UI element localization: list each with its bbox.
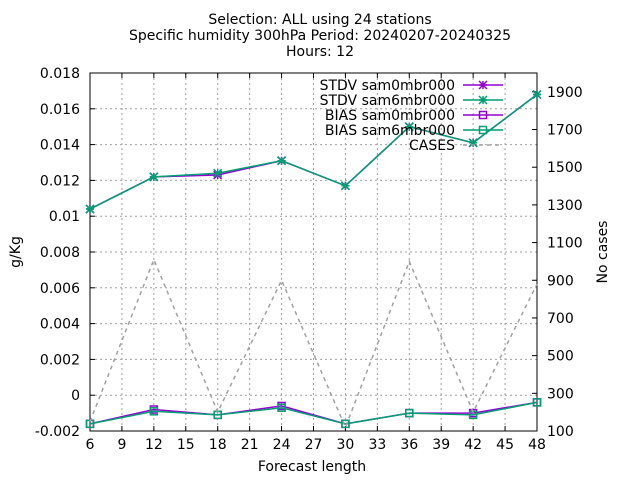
legend-label: CASES bbox=[409, 138, 455, 154]
x-axis-label: Forecast length bbox=[258, 459, 366, 475]
y2-tick-label: 1500 bbox=[547, 160, 583, 176]
plot-frame bbox=[89, 72, 538, 432]
series-1-point bbox=[532, 89, 542, 100]
series-1-point bbox=[340, 181, 350, 191]
series-3-point bbox=[532, 398, 542, 407]
y-tick-label: 0.01 bbox=[49, 209, 80, 225]
y-tick-label: 0 bbox=[71, 388, 80, 404]
chart-title-line-2: Specific humidity 300hPa Period: 2024020… bbox=[128, 28, 512, 44]
x-tick-label: 6 bbox=[86, 437, 95, 453]
x-tick-label: 39 bbox=[432, 437, 450, 453]
y-tick-label: 0.016 bbox=[40, 102, 80, 118]
x-tick-label: 15 bbox=[177, 437, 195, 453]
x-tick-label: 45 bbox=[496, 437, 514, 453]
x-tick-label: 12 bbox=[145, 437, 163, 453]
y2-tick-label: 700 bbox=[547, 311, 574, 327]
x-tick-label: 27 bbox=[305, 437, 323, 453]
y-tick-label: 0.012 bbox=[40, 173, 80, 189]
y2-axis-label: No cases bbox=[595, 221, 611, 284]
x-tick-label: 36 bbox=[400, 437, 418, 453]
y2-tick-label: 300 bbox=[547, 386, 574, 402]
x-tick-label: 30 bbox=[337, 437, 355, 453]
series-1-point bbox=[213, 168, 223, 178]
series-1-point bbox=[404, 122, 414, 132]
series-3-point bbox=[405, 408, 414, 418]
y-tick-label: 0.004 bbox=[40, 317, 80, 333]
y2-tick-label: 900 bbox=[547, 273, 574, 289]
legend-marker bbox=[478, 95, 488, 105]
series-line-2 bbox=[89, 401, 538, 425]
x-tick-label: 48 bbox=[528, 437, 546, 453]
y-tick-label: 0.018 bbox=[40, 66, 80, 82]
x-tick-label: 9 bbox=[117, 437, 126, 453]
y2-tick-label: 1100 bbox=[547, 236, 583, 252]
series-1-point bbox=[468, 138, 478, 148]
series-1-point bbox=[85, 204, 95, 214]
x-tick-label: 42 bbox=[464, 437, 482, 453]
y2-tick-label: 100 bbox=[547, 424, 574, 440]
series-layer bbox=[85, 89, 542, 430]
chart-title-line-3: Hours: 12 bbox=[286, 44, 354, 60]
y-axis-label: g/Kg bbox=[8, 236, 24, 268]
series-3-point bbox=[149, 407, 159, 416]
series-3-point bbox=[341, 419, 350, 429]
y-tick-label: 0.008 bbox=[40, 245, 80, 261]
y-tick-label: 0.002 bbox=[40, 352, 80, 368]
legend-label: STDV sam6mbr000 bbox=[320, 93, 455, 109]
series-line-0 bbox=[89, 93, 538, 210]
x-tick-label: 21 bbox=[241, 437, 259, 453]
x-tick-label: 18 bbox=[209, 437, 227, 453]
legend-marker bbox=[478, 125, 488, 135]
legend-marker bbox=[478, 80, 488, 90]
legend-label: STDV sam0mbr000 bbox=[320, 78, 455, 94]
y2-tick-label: 1700 bbox=[547, 123, 583, 139]
y2-tick-label: 500 bbox=[547, 349, 574, 365]
y2-tick-label: 1900 bbox=[547, 85, 583, 101]
series-line-3 bbox=[89, 401, 538, 425]
series-line-4 bbox=[89, 257, 538, 430]
y2-tick-label: 1300 bbox=[547, 198, 583, 214]
grid bbox=[90, 73, 537, 431]
series-3-point bbox=[277, 403, 286, 412]
axes: 6 9 12 15 18 21 24 27 30 33 36 39 42 45 48 -0.002 0 0.002… bbox=[35, 66, 583, 453]
series-1-point bbox=[149, 172, 159, 182]
y-tick-label: 0.006 bbox=[40, 281, 80, 297]
x-tick-label: 33 bbox=[368, 437, 386, 453]
chart-title-line-1: Selection: ALL using 24 stations bbox=[208, 12, 432, 28]
legend-label: BIAS sam0mbr000 bbox=[325, 108, 455, 124]
series-1-point bbox=[277, 156, 287, 166]
x-tick-label: 24 bbox=[273, 437, 291, 453]
legend-label: BIAS sam6mbr000 bbox=[325, 123, 455, 139]
legend-marker bbox=[478, 110, 488, 120]
y-tick-label: 0.014 bbox=[40, 138, 80, 154]
y-tick-label: -0.002 bbox=[35, 424, 80, 440]
series-line-1 bbox=[89, 93, 538, 210]
